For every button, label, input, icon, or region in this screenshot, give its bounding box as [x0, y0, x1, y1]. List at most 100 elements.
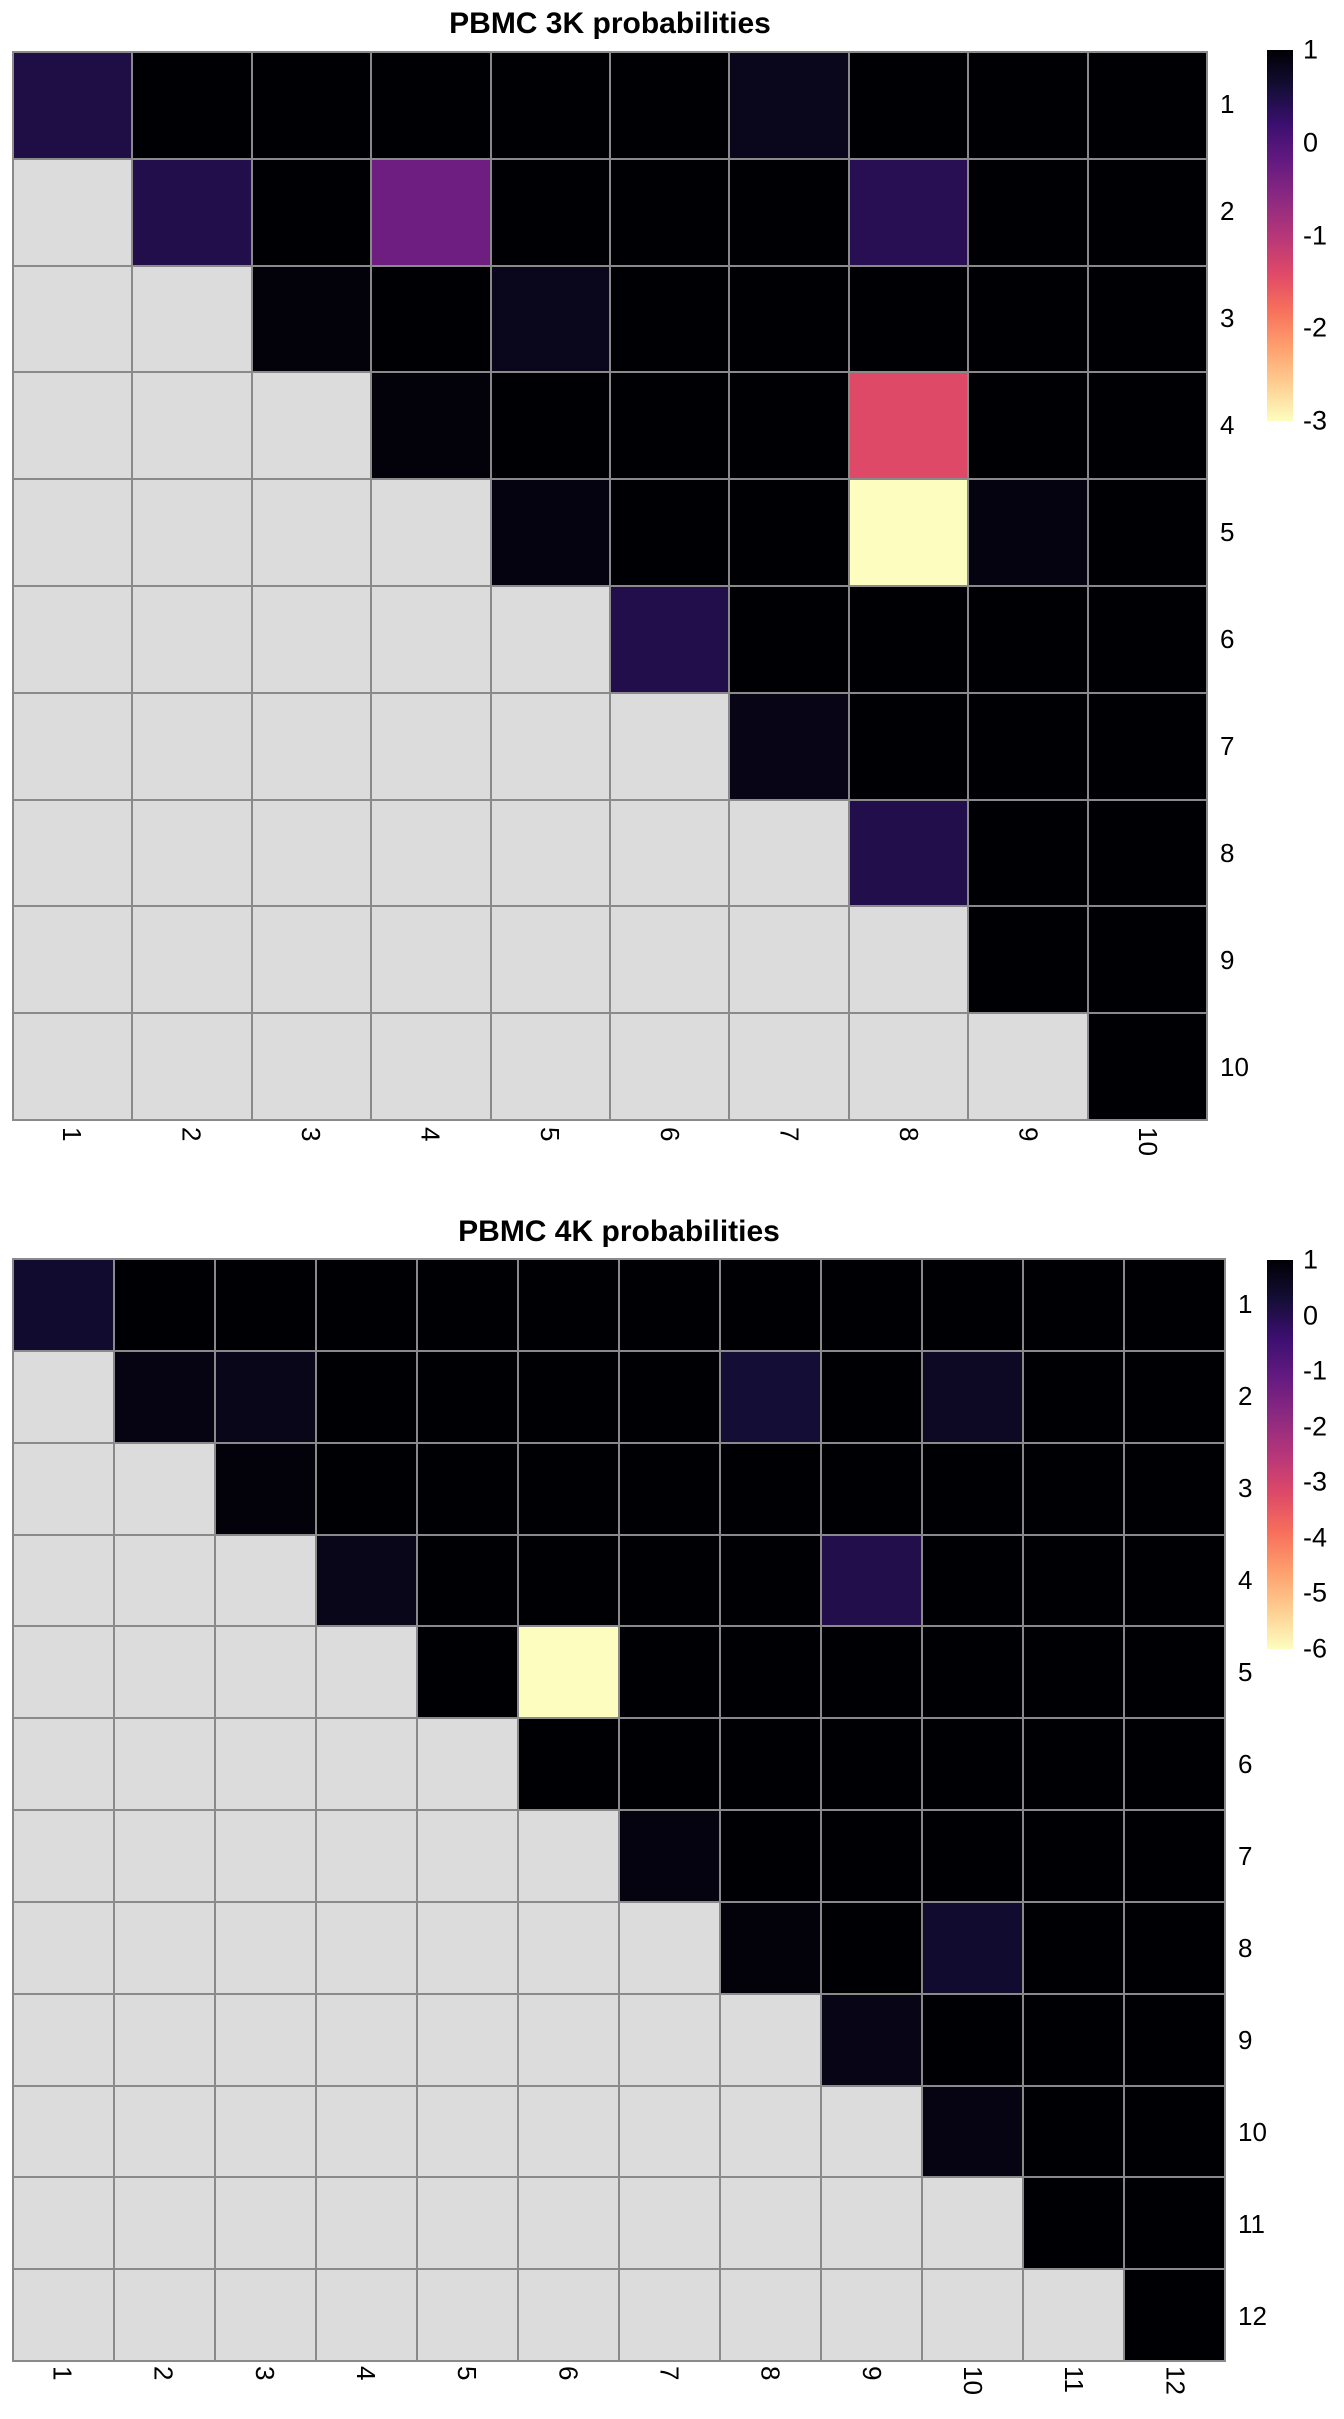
- heatmap-cell: [821, 1626, 922, 1719]
- heatmap-cell: [729, 799, 849, 907]
- heatmap-cell: [114, 1810, 215, 1902]
- heatmap-cell: [215, 1993, 316, 2086]
- heatmap-cell: [215, 1259, 316, 1351]
- heatmap-cell: [821, 1350, 922, 1443]
- heatmap-cell: [215, 1626, 316, 1719]
- heatmap-cell: [316, 1810, 417, 1902]
- heatmap-cell: [968, 158, 1088, 266]
- heatmap-cell: [1023, 2269, 1124, 2361]
- heatmap-cell: [848, 906, 969, 1014]
- heatmap-cell: [729, 52, 849, 159]
- heatmap-cell: [132, 1013, 252, 1120]
- heatmap-cell: [132, 52, 252, 159]
- heatmap-cell: [251, 586, 372, 693]
- heatmap-cell: [316, 1718, 417, 1810]
- heatmap-cell: [619, 2085, 720, 2178]
- heatmap-cell: [610, 265, 730, 373]
- row-axis-labels-pbmc-4k: 1 2 3 4 5 6 7 8 9 10 11 12: [1238, 1258, 1308, 2362]
- heatmap-cell: [848, 1013, 969, 1120]
- heatmap-cell: [729, 158, 849, 266]
- heatmap-cell: [729, 906, 849, 1014]
- heatmap-cell: [1124, 2269, 1225, 2361]
- heatmap-cell: [619, 1626, 720, 1719]
- heatmap-cell: [1023, 1901, 1124, 1994]
- heatmap-cell: [13, 158, 133, 266]
- heatmap-cell: [610, 906, 730, 1014]
- heatmap-cell: [720, 2269, 821, 2361]
- heatmap-cell: [132, 479, 252, 586]
- heatmap-cell: [610, 586, 730, 693]
- heatmap-cell: [1023, 1718, 1124, 1810]
- heatmap-cell: [922, 1442, 1023, 1535]
- heatmap-cell: [13, 906, 133, 1014]
- column-label-text: 7: [774, 1127, 805, 1142]
- colorbar-tick-label: -1: [1303, 1355, 1328, 1386]
- heatmap-cell: [417, 1442, 518, 1535]
- column-label: 7: [730, 1127, 850, 1199]
- heatmap-cell: [13, 1810, 114, 1902]
- heatmap-cell: [371, 372, 491, 480]
- heatmap-cell: [251, 1013, 372, 1120]
- heatmap-cell: [215, 2085, 316, 2178]
- heatmap-cell: [848, 158, 969, 266]
- heatmap-cell: [215, 1718, 316, 1810]
- heatmap-grid-pbmc-4k: [12, 1258, 1226, 2362]
- heatmap-cell: [922, 2177, 1023, 2270]
- heatmap-cell: [316, 2085, 417, 2178]
- heatmap-cell: [371, 906, 491, 1014]
- heatmap-cell: [1023, 1534, 1124, 1627]
- column-label: 6: [610, 1127, 730, 1199]
- column-label: 3: [214, 2366, 315, 2419]
- heatmap-cell: [215, 1901, 316, 1994]
- heatmap-cell: [251, 52, 372, 159]
- column-label: 5: [417, 2366, 518, 2419]
- heatmap-cell: [848, 265, 969, 373]
- row-label: 1: [1220, 89, 1235, 119]
- row-label: 2: [1238, 1380, 1253, 1411]
- heatmap-cell: [132, 692, 252, 800]
- heatmap-cell: [114, 1442, 215, 1535]
- colorbar-tick-label: -6: [1303, 1633, 1328, 1664]
- heatmap-cell: [417, 1993, 518, 2086]
- heatmap-cell: [619, 1442, 720, 1535]
- heatmap-cell: [371, 52, 491, 159]
- heatmap-cell: [13, 1534, 114, 1627]
- heatmap-cell: [968, 52, 1088, 159]
- heatmap-cell: [821, 1901, 922, 1994]
- heatmap-cell: [922, 1534, 1023, 1627]
- column-label: 6: [518, 2366, 619, 2419]
- column-label-text: 2: [176, 1127, 207, 1142]
- heatmap-cell: [720, 1810, 821, 1902]
- heatmap-cell: [518, 2269, 619, 2361]
- column-label-text: 4: [415, 1127, 446, 1142]
- heatmap-cell: [518, 1259, 619, 1351]
- heatmap-cell: [371, 265, 491, 373]
- heatmap-cell: [251, 906, 372, 1014]
- heatmap-cell: [610, 158, 730, 266]
- heatmap-cell: [821, 1993, 922, 2086]
- heatmap-cell: [371, 158, 491, 266]
- heatmap-cell: [729, 692, 849, 800]
- heatmap-cell: [1023, 1810, 1124, 1902]
- heatmap-cell: [1124, 1901, 1225, 1994]
- heatmap-cell: [821, 2269, 922, 2361]
- colorbar-tick-labels-pbmc-4k: 1 0 -1 -2 -3 -4 -5 -6: [1303, 1246, 1344, 1662]
- heatmap-cell: [251, 265, 372, 373]
- heatmap-cell: [729, 1013, 849, 1120]
- row-label: 6: [1238, 1748, 1253, 1779]
- column-label-text: 1: [47, 2366, 78, 2381]
- heatmap-cell: [922, 1626, 1023, 1719]
- heatmap-cell: [215, 1442, 316, 1535]
- column-label: 12: [1125, 2366, 1226, 2419]
- heatmap-cell: [720, 1993, 821, 2086]
- heatmap-cell: [968, 906, 1088, 1014]
- heatmap-cell: [848, 692, 969, 800]
- row-label: 3: [1220, 303, 1235, 333]
- heatmap-cell: [417, 1350, 518, 1443]
- heatmap-cell: [13, 692, 133, 800]
- heatmap-cell: [114, 1534, 215, 1627]
- column-label: 9: [969, 1127, 1089, 1199]
- heatmap-cell: [1087, 372, 1207, 480]
- heatmap-cell: [1023, 1626, 1124, 1719]
- heatmap-cell: [316, 1626, 417, 1719]
